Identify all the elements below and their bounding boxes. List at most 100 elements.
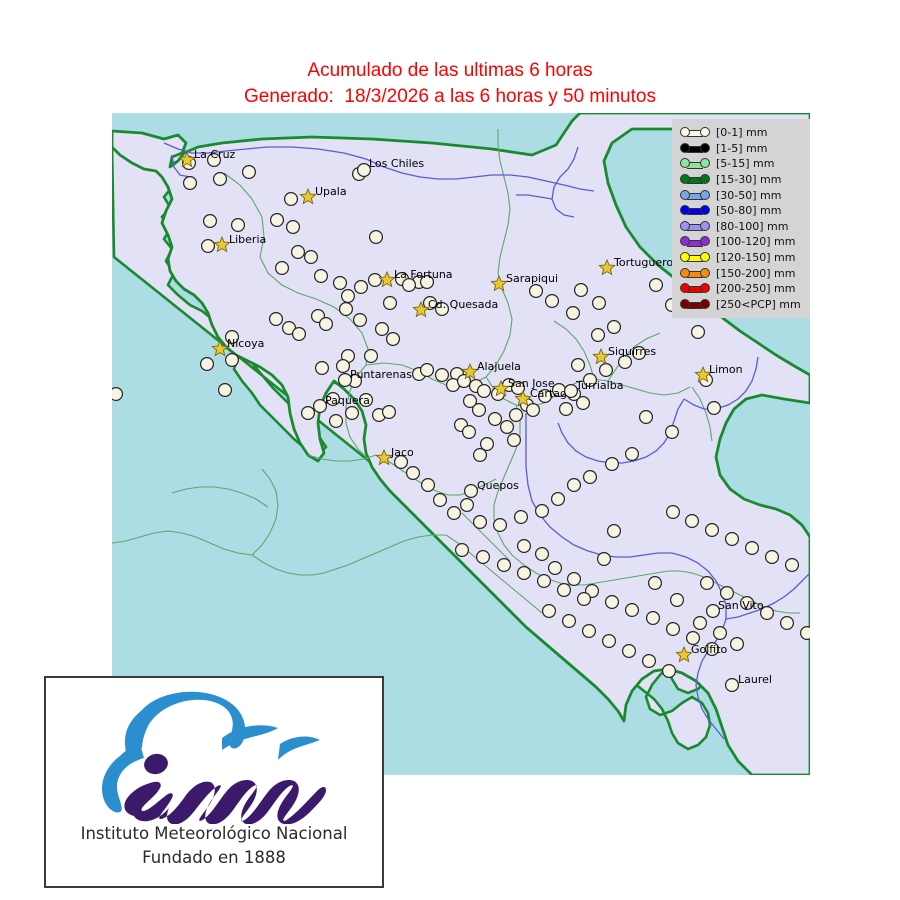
station-marker[interactable] — [685, 630, 700, 645]
station-marker[interactable] — [631, 346, 646, 361]
station-marker[interactable] — [605, 457, 620, 472]
station-marker[interactable] — [638, 410, 653, 425]
station-marker[interactable] — [764, 550, 779, 565]
station-marker[interactable] — [618, 355, 633, 370]
station-marker[interactable] — [270, 212, 285, 227]
station-marker[interactable] — [314, 269, 329, 284]
city-star-icon[interactable] — [378, 270, 396, 288]
station-marker[interactable] — [480, 437, 495, 452]
station-marker[interactable] — [583, 373, 598, 388]
station-marker[interactable] — [402, 278, 417, 293]
station-marker[interactable] — [182, 175, 197, 190]
city-star-icon[interactable] — [375, 448, 393, 466]
station-marker[interactable] — [535, 504, 550, 519]
station-marker[interactable] — [313, 399, 328, 414]
station-marker[interactable] — [567, 478, 582, 493]
station-marker[interactable] — [538, 389, 553, 404]
station-marker[interactable] — [420, 275, 435, 290]
station-marker[interactable] — [460, 498, 475, 513]
station-marker[interactable] — [269, 312, 284, 327]
station-marker[interactable] — [690, 325, 705, 340]
station-marker[interactable] — [224, 353, 239, 368]
city-star-icon[interactable] — [598, 258, 616, 276]
station-marker[interactable] — [704, 641, 719, 656]
station-marker[interactable] — [368, 273, 383, 288]
station-marker[interactable] — [574, 283, 589, 298]
station-marker[interactable] — [641, 653, 656, 668]
station-marker[interactable] — [242, 164, 257, 179]
station-marker[interactable] — [326, 392, 341, 407]
station-marker[interactable] — [661, 663, 676, 678]
city-star-icon[interactable] — [592, 347, 610, 365]
station-marker[interactable] — [473, 515, 488, 530]
station-marker[interactable] — [529, 284, 544, 299]
station-marker[interactable] — [292, 327, 307, 342]
station-marker[interactable] — [217, 383, 232, 398]
station-marker[interactable] — [684, 514, 699, 529]
city-star-icon[interactable] — [213, 235, 231, 253]
station-marker[interactable] — [542, 604, 557, 619]
station-marker[interactable] — [557, 583, 572, 598]
station-marker[interactable] — [739, 596, 754, 611]
station-marker[interactable] — [548, 561, 563, 576]
station-marker[interactable] — [199, 357, 214, 372]
station-marker[interactable] — [576, 396, 591, 411]
station-marker[interactable] — [394, 455, 409, 470]
station-marker[interactable] — [476, 550, 491, 565]
station-marker[interactable] — [463, 394, 478, 409]
station-marker[interactable] — [472, 403, 487, 418]
station-marker[interactable] — [364, 349, 379, 364]
station-marker[interactable] — [206, 152, 221, 167]
station-marker[interactable] — [724, 532, 739, 547]
station-marker[interactable] — [338, 373, 353, 388]
station-marker[interactable] — [284, 191, 299, 206]
station-marker[interactable] — [591, 328, 606, 343]
station-marker[interactable] — [333, 276, 348, 291]
station-marker[interactable] — [386, 332, 401, 347]
station-marker[interactable] — [421, 478, 436, 493]
station-marker[interactable] — [493, 518, 508, 533]
station-marker[interactable] — [699, 576, 714, 591]
station-marker[interactable] — [455, 543, 470, 558]
station-marker[interactable] — [291, 245, 306, 260]
precipitation-map[interactable]: La Cruz Los Chiles Upala Liberia La Fortuna S… — [112, 113, 810, 775]
city-star-icon[interactable] — [675, 645, 693, 663]
city-star-icon[interactable] — [514, 389, 532, 407]
station-marker[interactable] — [319, 317, 334, 332]
station-marker[interactable] — [339, 302, 354, 317]
city-star-icon[interactable] — [211, 339, 229, 357]
station-marker[interactable] — [597, 552, 612, 567]
station-marker[interactable] — [535, 547, 550, 562]
station-marker[interactable] — [622, 643, 637, 658]
station-marker[interactable] — [369, 229, 384, 244]
station-marker[interactable] — [359, 393, 374, 408]
station-marker[interactable] — [341, 289, 356, 304]
station-marker[interactable] — [301, 406, 316, 421]
station-marker[interactable] — [583, 470, 598, 485]
station-marker[interactable] — [624, 603, 639, 618]
station-marker[interactable] — [420, 363, 435, 378]
station-marker[interactable] — [784, 558, 799, 573]
station-marker[interactable] — [744, 541, 759, 556]
station-marker[interactable] — [473, 448, 488, 463]
station-marker[interactable] — [645, 611, 660, 626]
station-marker[interactable] — [692, 616, 707, 631]
station-marker[interactable] — [433, 493, 448, 508]
station-marker[interactable] — [648, 278, 663, 293]
station-marker[interactable] — [602, 633, 617, 648]
station-marker[interactable] — [665, 622, 680, 637]
station-marker[interactable] — [112, 387, 123, 401]
station-marker[interactable] — [224, 330, 239, 345]
station-marker[interactable] — [724, 677, 739, 692]
station-marker[interactable] — [729, 636, 744, 651]
station-marker[interactable] — [315, 361, 330, 376]
station-marker[interactable] — [582, 624, 597, 639]
station-marker[interactable] — [705, 604, 720, 619]
station-marker[interactable] — [383, 296, 398, 311]
station-marker[interactable] — [435, 302, 450, 317]
station-marker[interactable] — [577, 592, 592, 607]
city-star-icon[interactable] — [492, 379, 510, 397]
station-marker[interactable] — [607, 320, 622, 335]
station-marker[interactable] — [435, 368, 450, 383]
station-marker[interactable] — [329, 414, 344, 429]
